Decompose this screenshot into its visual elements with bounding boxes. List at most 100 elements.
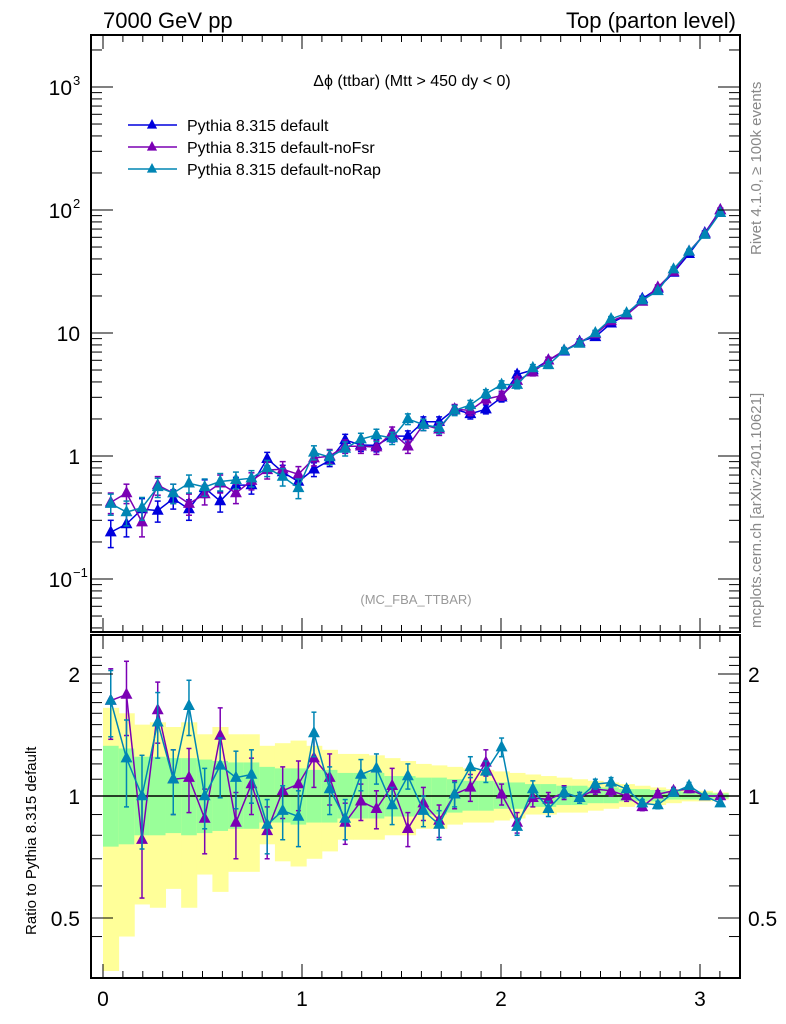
data-point bbox=[339, 441, 352, 453]
data-point bbox=[667, 262, 680, 274]
y-tick-label: 10 bbox=[49, 77, 72, 100]
data-point bbox=[245, 471, 258, 483]
ratio-series-group bbox=[104, 660, 727, 899]
x-tick-label: 0 bbox=[97, 988, 109, 1011]
ratio-data-point bbox=[386, 778, 399, 790]
series-noRap bbox=[104, 205, 727, 527]
data-point bbox=[167, 486, 180, 498]
ratio-data-point bbox=[307, 726, 320, 738]
series-line bbox=[110, 209, 721, 533]
ratio-data-point bbox=[433, 817, 446, 829]
ratio-data-point bbox=[605, 775, 617, 787]
ratio-data-point bbox=[292, 777, 305, 789]
data-point bbox=[229, 472, 242, 485]
data-point bbox=[370, 428, 383, 440]
data-point bbox=[370, 440, 383, 452]
inner-band-bin bbox=[259, 766, 276, 823]
ratio-y-tick-label-left: 2 bbox=[68, 664, 80, 687]
ratio-y-tick-label-left: 1 bbox=[68, 786, 80, 809]
data-point bbox=[323, 450, 336, 462]
ratio-data-point bbox=[542, 792, 555, 804]
ratio-data-point bbox=[526, 782, 539, 794]
x-tick-label: 3 bbox=[694, 988, 706, 1011]
data-point bbox=[151, 503, 164, 515]
ratio-data-point bbox=[401, 821, 414, 833]
ratio-data-point bbox=[620, 782, 633, 794]
ratio-data-point bbox=[229, 770, 242, 782]
header-right: Top (parton level) bbox=[566, 8, 736, 33]
ratio-axis-ticks bbox=[91, 635, 740, 978]
ratio-data-point bbox=[495, 787, 508, 799]
legend-item: Pythia 8.315 default bbox=[128, 118, 329, 135]
rivet-label: Rivet 4.1.0, ≥ 100k events bbox=[748, 82, 765, 255]
y-tick-label: 10 bbox=[49, 569, 72, 592]
y-tick-label-exponent: 3 bbox=[73, 73, 80, 88]
ratio-data-point bbox=[573, 790, 586, 802]
ratio-data-point bbox=[104, 693, 117, 705]
ratio-y-tick-label-right: 0.5 bbox=[748, 908, 777, 931]
ratio-data-point bbox=[151, 715, 164, 727]
ratio-y-tick-label-right: 2 bbox=[748, 664, 760, 687]
ratio-data-point bbox=[683, 778, 696, 790]
ratio-y-axis-label: Ratio to Pythia 8.315 default bbox=[23, 746, 40, 935]
data-point bbox=[698, 227, 711, 239]
ratio-data-point bbox=[698, 789, 711, 801]
x-tick-label: 2 bbox=[495, 988, 507, 1011]
data-point bbox=[307, 445, 320, 457]
ratio-data-point bbox=[589, 777, 602, 789]
ratio-series-line bbox=[110, 700, 721, 830]
data-point bbox=[401, 439, 414, 451]
mcplots-label: mcplots.cern.ch [arXiv:2401.10621] bbox=[748, 393, 765, 628]
data-point bbox=[495, 377, 508, 389]
data-point bbox=[714, 205, 727, 217]
ratio-data-point bbox=[714, 796, 727, 808]
data-point bbox=[683, 244, 696, 256]
ratio-data-point bbox=[448, 787, 461, 799]
inner-band-bin bbox=[634, 789, 651, 802]
ratio-data-point bbox=[292, 809, 305, 821]
data-point bbox=[104, 496, 117, 508]
y-tick-label: 10 bbox=[49, 200, 72, 223]
data-point bbox=[573, 336, 586, 348]
ratio-data-point bbox=[464, 780, 477, 792]
analysis-watermark: (MC_FBA_TTBAR) bbox=[360, 592, 471, 607]
y-tick-label: 1 bbox=[68, 446, 80, 469]
ratio-data-point bbox=[370, 801, 383, 813]
legend-label: Pythia 8.315 default-noRap bbox=[187, 162, 381, 179]
ratio-data-point bbox=[511, 819, 524, 831]
ratio-data-point bbox=[370, 761, 383, 773]
legend-item: Pythia 8.315 default-noFsr bbox=[128, 140, 375, 157]
ratio-data-point bbox=[479, 764, 492, 776]
data-point bbox=[417, 417, 430, 429]
ratio-data-point bbox=[401, 769, 414, 781]
ratio-data-point bbox=[183, 698, 195, 710]
ratio-data-point bbox=[276, 803, 289, 815]
ratio-plot-panel: 0.5 0.5 1 1 2 2 Ratio to Pythia 8.315 default bbox=[23, 634, 777, 979]
data-point bbox=[479, 402, 492, 414]
ratio-data-point bbox=[651, 798, 664, 810]
data-point bbox=[558, 343, 571, 355]
data-point bbox=[354, 432, 367, 444]
ratio-data-point bbox=[667, 785, 680, 797]
data-point bbox=[542, 357, 555, 370]
legend-label: Pythia 8.315 default-noFsr bbox=[187, 140, 375, 157]
ratio-data-point bbox=[605, 783, 617, 795]
data-point bbox=[151, 479, 164, 492]
ratio-series-line bbox=[110, 693, 721, 840]
legend-marker bbox=[146, 119, 158, 129]
ratio-plot-frame bbox=[90, 634, 741, 979]
ratio-data-point bbox=[620, 789, 633, 801]
data-point bbox=[104, 525, 117, 537]
data-point bbox=[651, 283, 664, 296]
series-default bbox=[104, 203, 727, 549]
ratio-data-point bbox=[261, 817, 274, 829]
ratio-data-point bbox=[651, 787, 664, 799]
data-point bbox=[479, 386, 492, 399]
data-point bbox=[401, 411, 414, 424]
series-line bbox=[110, 212, 721, 513]
ratio-y-tick-labels: 0.5 0.5 1 1 2 2 bbox=[51, 664, 777, 931]
ratio-data-point bbox=[214, 758, 227, 770]
data-point bbox=[448, 403, 461, 415]
